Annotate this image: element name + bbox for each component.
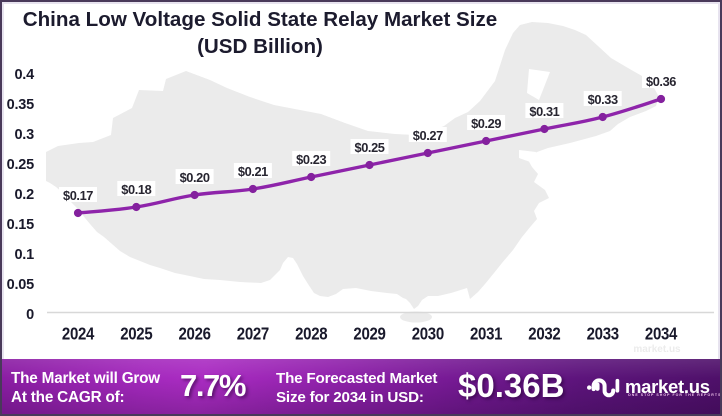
svg-text:2033: 2033	[587, 325, 619, 344]
svg-text:2025: 2025	[120, 325, 152, 344]
svg-text:0.05: 0.05	[7, 277, 35, 293]
svg-text:0.25: 0.25	[7, 157, 35, 173]
svg-text:0: 0	[26, 307, 34, 323]
svg-text:2031: 2031	[470, 325, 502, 344]
svg-text:$0.25: $0.25	[354, 140, 384, 155]
svg-text:2030: 2030	[412, 325, 444, 344]
svg-text:2032: 2032	[528, 325, 560, 344]
svg-text:$0.29: $0.29	[471, 116, 501, 131]
svg-text:2034: 2034	[645, 325, 677, 344]
svg-text:$0.31: $0.31	[529, 104, 559, 119]
svg-text:2027: 2027	[237, 325, 269, 344]
svg-text:2029: 2029	[353, 325, 385, 344]
svg-text:0.35: 0.35	[7, 97, 35, 113]
svg-text:0.2: 0.2	[14, 187, 34, 203]
svg-text:2024: 2024	[62, 325, 94, 344]
svg-text:0.1: 0.1	[14, 247, 34, 263]
svg-text:2026: 2026	[179, 325, 211, 344]
svg-text:$0.21: $0.21	[238, 164, 268, 179]
svg-text:$0.27: $0.27	[413, 128, 443, 143]
svg-text:0.3: 0.3	[14, 127, 34, 143]
svg-text:$0.17: $0.17	[63, 188, 93, 203]
svg-text:0.4: 0.4	[14, 67, 34, 83]
svg-text:$0.18: $0.18	[121, 182, 151, 197]
svg-text:2028: 2028	[295, 325, 327, 344]
svg-text:$0.20: $0.20	[180, 170, 210, 185]
svg-text:$0.36: $0.36	[646, 74, 676, 89]
svg-text:0.15: 0.15	[7, 217, 35, 233]
svg-text:$0.33: $0.33	[588, 92, 618, 107]
svg-text:$0.23: $0.23	[296, 152, 326, 167]
